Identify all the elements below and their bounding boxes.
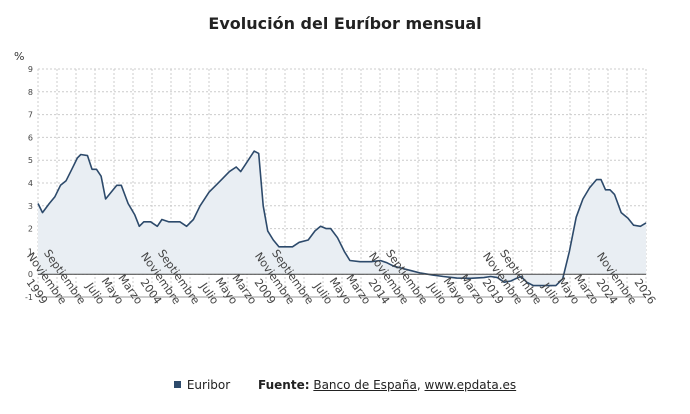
x-tick-label: 2026 [631, 276, 658, 306]
y-tick-label: 7 [28, 111, 33, 120]
y-tick-labels: -1 0 1 2 3 4 5 6 7 8 9 [25, 65, 33, 302]
y-tick-label: -1 [25, 293, 33, 302]
series-area [37, 150, 647, 287]
source-separator: , [416, 378, 425, 392]
y-tick-label: 3 [28, 202, 33, 211]
y-tick-label: 1 [28, 247, 33, 256]
chart-title: Evolución del Euríbor mensual [208, 14, 482, 33]
y-axis-label: % [14, 50, 24, 63]
y-tick-label: 2 [28, 225, 33, 234]
chart-footer: Euribor Fuente: Banco de España, www.epd… [0, 378, 690, 392]
y-tick-label: 4 [28, 179, 33, 188]
y-tick-label: 6 [28, 133, 33, 142]
axes [38, 273, 646, 298]
y-tick-label: 5 [28, 156, 33, 165]
source-link-epdata[interactable]: www.epdata.es [424, 378, 517, 392]
source-label: Fuente: [258, 378, 310, 392]
y-tick-label: 0 [28, 270, 33, 279]
y-tick-label: 8 [28, 88, 33, 97]
legend-label: Euribor [186, 378, 231, 392]
legend-swatch [173, 381, 181, 388]
series-line [37, 150, 647, 287]
source-link-banco[interactable]: Banco de España [313, 378, 417, 392]
series-fill [38, 151, 646, 286]
y-tick-label: 9 [28, 65, 33, 74]
